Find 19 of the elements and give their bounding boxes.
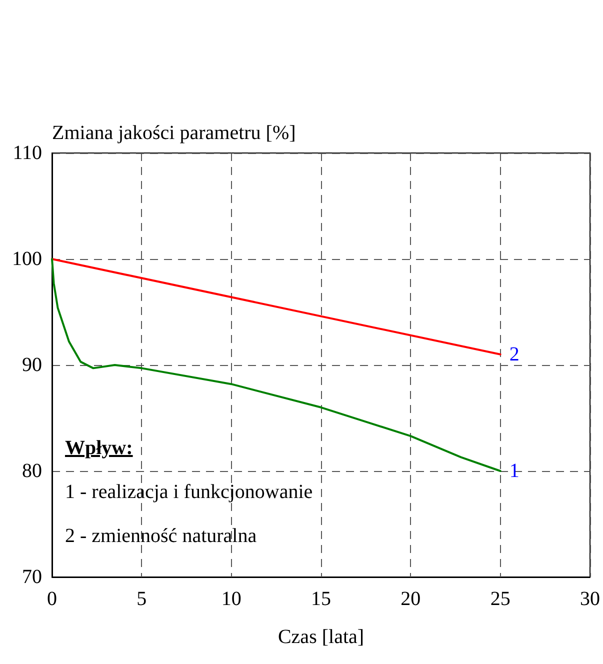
x-axis-title: Czas [lata]	[278, 626, 364, 648]
annotation: Wpływ:	[65, 436, 133, 460]
x-tick-label: 25	[490, 588, 510, 610]
annotation: 2	[509, 343, 520, 366]
line-series	[51, 258, 502, 472]
x-tick-label: 5	[136, 588, 147, 610]
annotation: 1 - realizacja i funkcjonowanie	[65, 480, 313, 504]
x-tick-label: 15	[311, 588, 331, 610]
y-tick-label: 80	[22, 460, 42, 482]
y-axis-title: Zmiana jakości parametru [%]	[52, 122, 296, 144]
x-tick-label: 10	[221, 588, 242, 610]
y-tick-label: 70	[22, 566, 42, 588]
y-tick-label: 90	[22, 354, 42, 376]
x-tick-label: 20	[400, 588, 421, 610]
y-tick-label: 100	[12, 248, 42, 270]
y-tick-label: 110	[12, 142, 42, 164]
annotation: 2 - zmienność naturalna	[65, 524, 257, 548]
x-tick-label: 0	[47, 588, 57, 610]
x-tick-label: 30	[580, 588, 600, 610]
